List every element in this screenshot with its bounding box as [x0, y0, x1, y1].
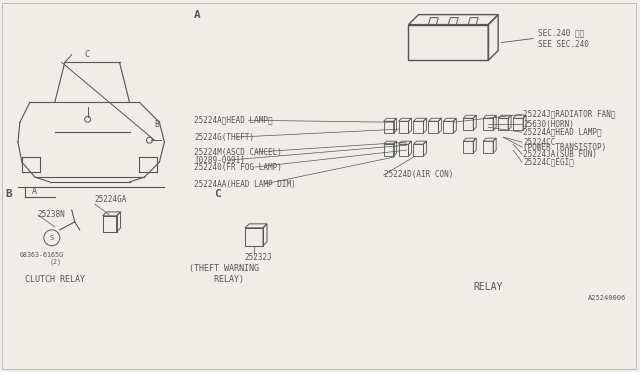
Text: 25232J: 25232J	[244, 253, 272, 262]
Text: 25630(HORN): 25630(HORN)	[523, 120, 574, 129]
Text: 25224AA(HEAD LAMP DIM): 25224AA(HEAD LAMP DIM)	[195, 180, 296, 189]
Text: 25224D(AIR CON): 25224D(AIR CON)	[383, 170, 453, 179]
Text: 25238N: 25238N	[38, 210, 66, 219]
Text: 25224J〈RADIATOR FAN〉: 25224J〈RADIATOR FAN〉	[523, 110, 616, 119]
Text: 25224M(ASCD CANCEL): 25224M(ASCD CANCEL)	[195, 148, 282, 157]
Text: 25224JA(SUB FUN): 25224JA(SUB FUN)	[523, 150, 597, 158]
Text: 25224A〈HEAD LAMP〉: 25224A〈HEAD LAMP〉	[523, 128, 602, 137]
Text: 252240(FR FOG LAMP): 252240(FR FOG LAMP)	[195, 163, 282, 171]
Text: (THEFT WARNING
  RELAY): (THEFT WARNING RELAY)	[189, 264, 259, 283]
Text: [0289-0991]: [0289-0991]	[195, 155, 245, 164]
Text: A25240006: A25240006	[588, 295, 626, 301]
Text: CLUTCH RELAY: CLUTCH RELAY	[25, 275, 84, 283]
Text: (POWER TRANSISTOP): (POWER TRANSISTOP)	[523, 142, 606, 152]
Text: B: B	[5, 189, 12, 199]
Text: C: C	[214, 189, 221, 199]
Text: 25224C〈EGI〉: 25224C〈EGI〉	[523, 158, 574, 167]
Text: B: B	[154, 120, 159, 129]
Text: RELAY: RELAY	[474, 282, 503, 292]
Text: C: C	[84, 51, 90, 60]
Text: SEC.240 参照: SEC.240 参照	[538, 28, 584, 37]
Text: 25224A〈HEAD LAMP〉: 25224A〈HEAD LAMP〉	[195, 116, 273, 125]
Text: SEE SEC.240: SEE SEC.240	[538, 40, 589, 49]
Text: (2): (2)	[50, 259, 62, 265]
Text: 25224CC: 25224CC	[523, 138, 556, 147]
Text: A: A	[195, 10, 201, 20]
Text: 25224GA: 25224GA	[95, 195, 127, 204]
Text: A: A	[32, 187, 37, 196]
Text: 25224G(THEFT): 25224G(THEFT)	[195, 133, 255, 142]
Text: 08363-6165G: 08363-6165G	[20, 252, 64, 258]
Text: S: S	[50, 235, 54, 241]
